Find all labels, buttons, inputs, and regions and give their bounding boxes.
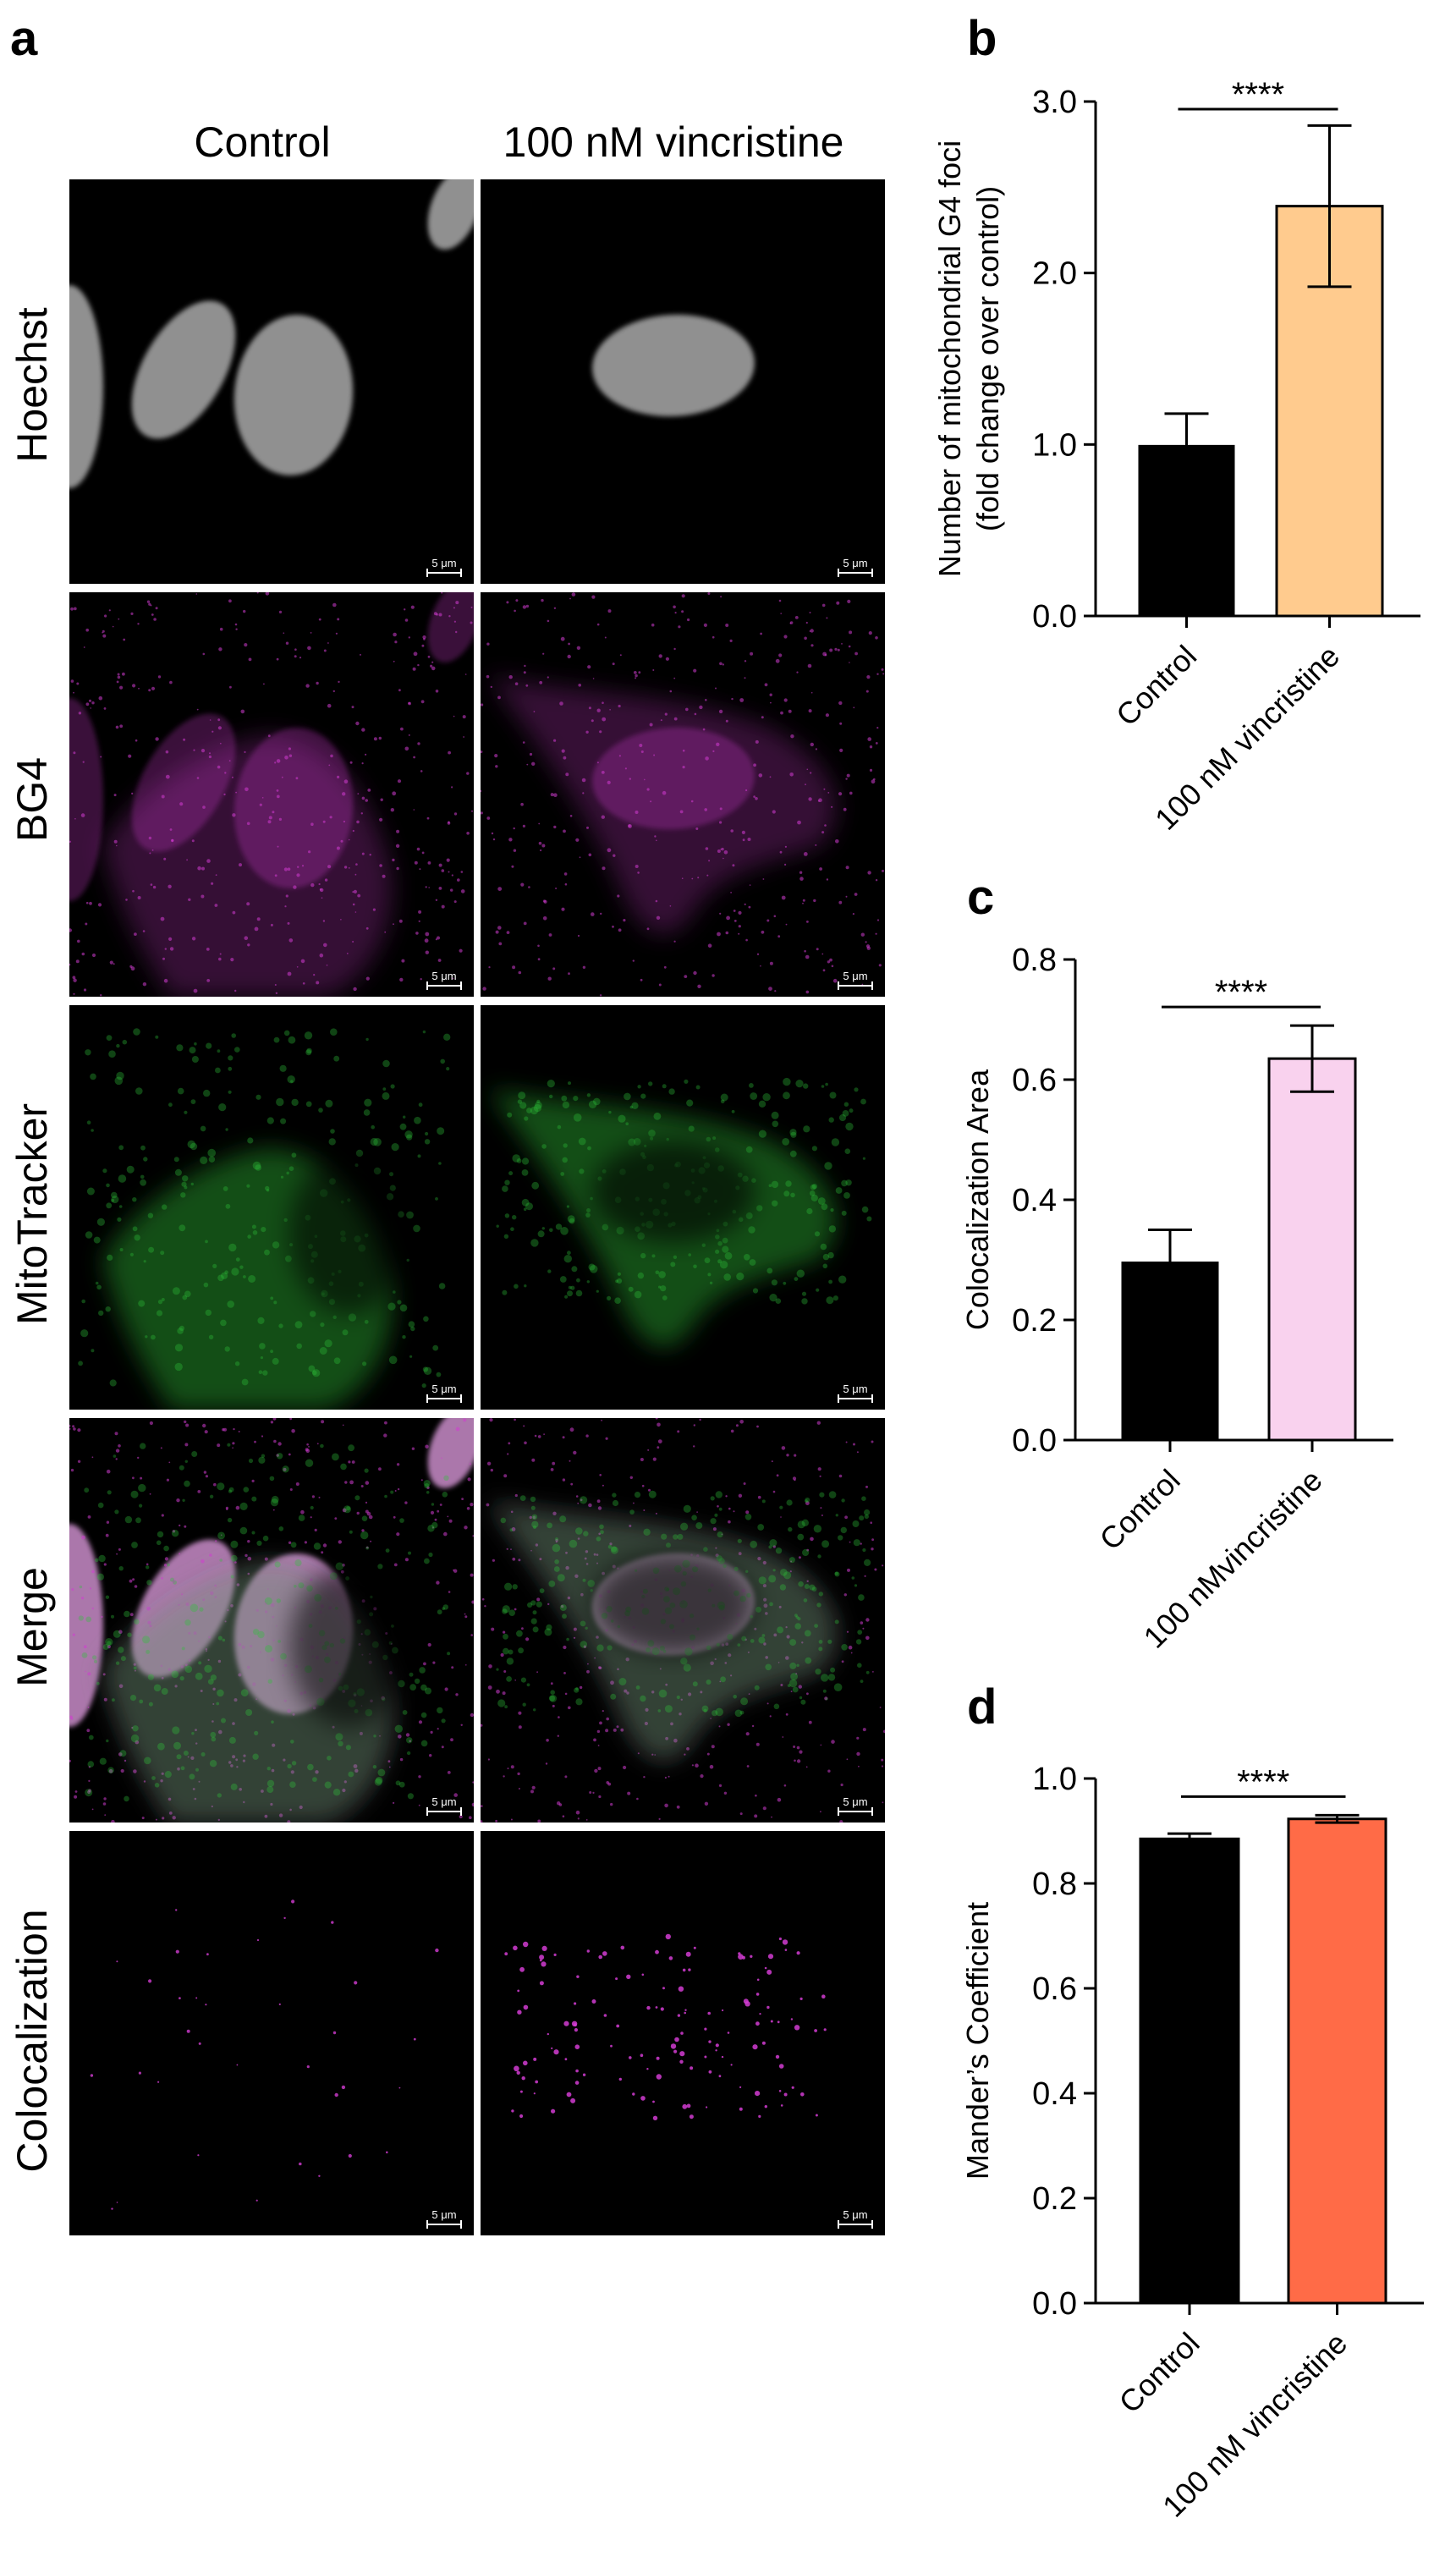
- row-label-hoechst: Hoechst: [8, 307, 56, 463]
- scale-bar-label: 5 μm: [843, 2208, 867, 2221]
- y-tick-label: 2.0: [1032, 256, 1077, 292]
- scale-bar-label: 5 μm: [843, 557, 867, 569]
- error-bar: [1307, 124, 1352, 289]
- scale-bar: 5 μm: [838, 557, 873, 577]
- panel-a-label: a: [10, 11, 38, 66]
- scale-bar: 5 μm: [426, 557, 462, 577]
- scale-bar: 5 μm: [426, 1383, 462, 1403]
- y-tick-label: 0.8: [1012, 943, 1057, 978]
- y-tick-label: 3.0: [1032, 85, 1077, 120]
- micrograph-bg4-vincristine: 5 μm: [481, 592, 885, 997]
- scale-bar-label: 5 μm: [431, 1795, 456, 1808]
- significance-label: ****: [1237, 1763, 1289, 1801]
- error-bar: [1148, 1229, 1192, 1298]
- y-tick-label: 0.4: [1032, 2076, 1077, 2112]
- significance-bracket: ****: [1162, 974, 1321, 1011]
- bar-control: [1138, 444, 1235, 618]
- scale-bar-label: 5 μm: [431, 557, 456, 569]
- micrograph-grid: 5 μm 5 μm 5 μm 5 μm 5 μm 5 μm 5 μm 5 μm 5 μm 5 μm: [69, 179, 885, 2235]
- y-axis-label-secondary: (fold change over control): [970, 186, 1005, 531]
- micrograph-merge-control: 5 μm: [69, 1418, 474, 1823]
- x-tick-label: Control: [1093, 1463, 1187, 1557]
- scale-bar-label: 5 μm: [431, 2208, 456, 2221]
- y-tick-label: 0.2: [1032, 2181, 1077, 2217]
- panel-c-label: c: [967, 870, 994, 925]
- significance-label: ****: [1232, 76, 1284, 113]
- scale-bar-label: 5 μm: [843, 1383, 867, 1395]
- y-tick-label: 0.0: [1012, 1423, 1057, 1459]
- bar-control: [1139, 1837, 1240, 2305]
- y-tick-label: 0.6: [1012, 1063, 1057, 1098]
- y-axis: 0.0 0.2 0.4 0.6 0.8: [1012, 943, 1077, 1459]
- scale-bar-label: 5 μm: [843, 1795, 867, 1808]
- scale-bar: 5 μm: [426, 2208, 462, 2229]
- y-axis-label: Mander’s Coefficient: [960, 1902, 995, 2180]
- micrograph-mitotracker-vincristine: 5 μm: [481, 1005, 885, 1410]
- scale-bar: 5 μm: [426, 970, 462, 990]
- row-label-mitotracker: MitoTracker: [8, 1103, 56, 1325]
- y-tick-label: 0.0: [1032, 599, 1077, 635]
- scale-bar-label: 5 μm: [431, 970, 456, 982]
- row-label-colocalization: Colocalization: [8, 1909, 56, 2172]
- y-axis: 0.0 0.2 0.4 0.6 0.8 1.0: [1032, 1762, 1097, 2322]
- bar-vincristine: [1267, 1057, 1357, 1442]
- column-header-vincristine: 100 nM vincristine: [503, 118, 844, 166]
- significance-bracket: ****: [1178, 76, 1338, 113]
- micrograph-hoechst-control: 5 μm: [69, 179, 474, 584]
- chart-b: b 0.0 1.0 2.0 3.0 Number of mitochondrial G4 …: [932, 11, 1420, 837]
- row-label-bg4: BG4: [8, 757, 56, 842]
- y-axis: 0.0 1.0 2.0 3.0: [1032, 85, 1097, 635]
- error-bar: [1315, 1813, 1360, 1824]
- scale-bar: 5 μm: [838, 2208, 873, 2229]
- micrograph-mitotracker-control: 5 μm: [69, 1005, 474, 1410]
- y-axis-label: Number of mitochondrial G4 foci: [932, 140, 967, 577]
- micrograph-merge-vincristine: 5 μm: [481, 1418, 885, 1823]
- scale-bar-label: 5 μm: [431, 1383, 456, 1395]
- micrograph-colocalization-vincristine: 5 μm: [481, 1831, 885, 2235]
- y-tick-label: 0.2: [1012, 1303, 1057, 1339]
- significance-bracket: ****: [1181, 1763, 1346, 1801]
- significance-label: ****: [1215, 974, 1267, 1011]
- y-tick-label: 0.4: [1012, 1183, 1057, 1218]
- error-bar: [1164, 412, 1209, 481]
- panel-d-label: d: [967, 1680, 997, 1735]
- micrograph-hoechst-vincristine: 5 μm: [481, 179, 885, 584]
- y-tick-label: 0.6: [1032, 1971, 1077, 2007]
- x-tick-label: Control: [1113, 2326, 1206, 2420]
- x-tick-label: Control: [1109, 639, 1203, 733]
- column-header-control: Control: [194, 118, 330, 166]
- scale-bar: 5 μm: [838, 1383, 873, 1403]
- micrograph-colocalization-control: 5 μm: [69, 1831, 474, 2235]
- scale-bar: 5 μm: [838, 1795, 873, 1816]
- chart-d: d 0.0 0.2 0.4 0.6 0.8 1.0 Mander’s Coefficient C…: [960, 1680, 1424, 2524]
- error-bar: [1290, 1024, 1334, 1093]
- y-tick-label: 1.0: [1032, 427, 1077, 463]
- bar-vincristine: [1287, 1817, 1387, 2305]
- y-tick-label: 0.0: [1032, 2286, 1077, 2322]
- scale-bar: 5 μm: [838, 970, 873, 990]
- y-tick-label: 0.8: [1032, 1867, 1077, 1902]
- panel-b-label: b: [967, 11, 997, 66]
- y-axis-label: Colocalization Area: [960, 1069, 995, 1330]
- row-label-merge: Merge: [8, 1567, 56, 1687]
- panel-a: a Control 100 nM vincristine Hoechst BG4…: [8, 11, 885, 2235]
- micrograph-bg4-control: 5 μm: [69, 592, 474, 997]
- error-bar: [1168, 1832, 1212, 1845]
- chart-c: c 0.0 0.2 0.4 0.6 0.8 Colocalization Area Contr…: [960, 870, 1393, 1655]
- y-tick-label: 1.0: [1032, 1762, 1077, 1797]
- scale-bar-label: 5 μm: [843, 970, 867, 982]
- scale-bar: 5 μm: [426, 1795, 462, 1816]
